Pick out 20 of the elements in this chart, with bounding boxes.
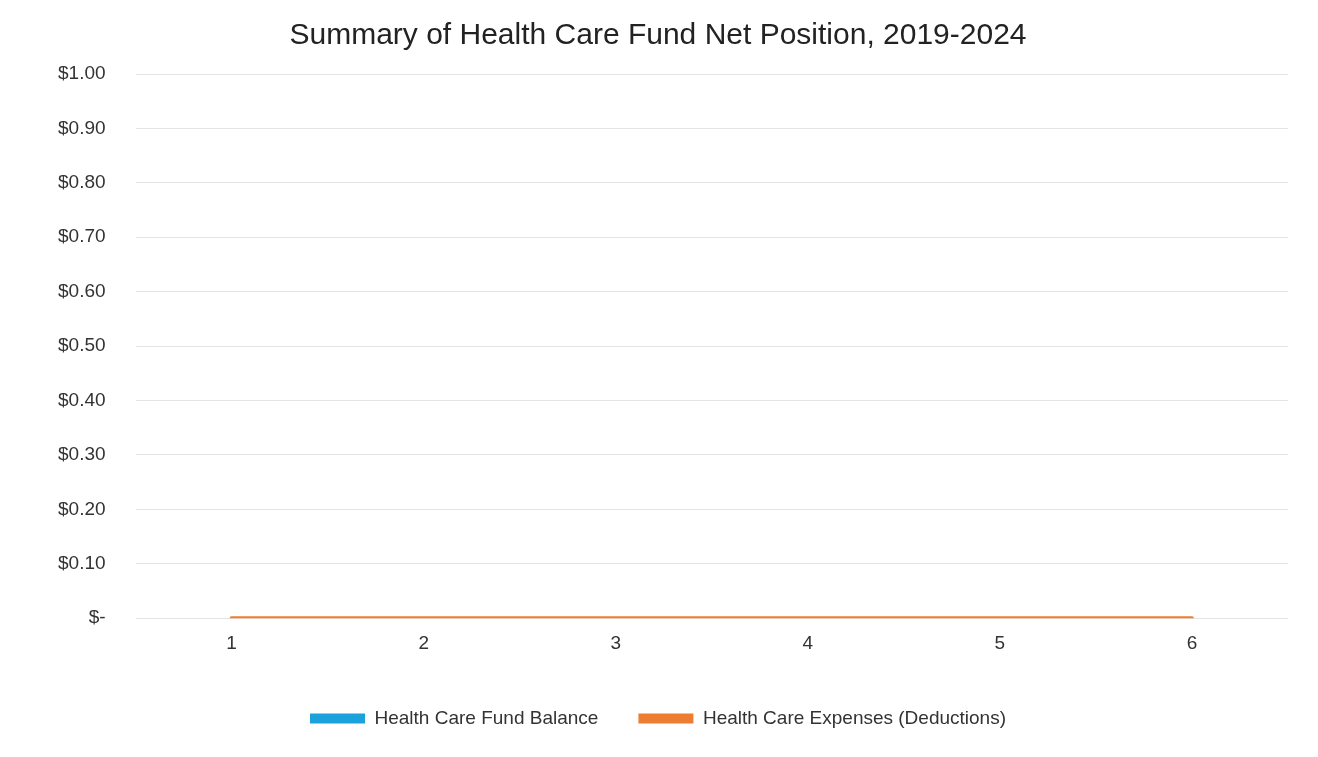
y-tick-label: $0.40 bbox=[58, 388, 106, 410]
y-tick-label: $0.20 bbox=[58, 497, 106, 519]
y-tick-label: $- bbox=[88, 606, 106, 628]
x-tick-label: 4 bbox=[802, 631, 814, 653]
x-tick-label: 1 bbox=[226, 631, 237, 653]
x-tick-label: 3 bbox=[610, 631, 622, 653]
y-tick-label: $0.50 bbox=[58, 334, 106, 356]
legend-label: Health Care Expenses (Deductions) bbox=[702, 706, 1006, 728]
x-tick-label: 5 bbox=[994, 631, 1006, 653]
x-tick-label: 2 bbox=[418, 631, 429, 653]
y-tick-label: $0.60 bbox=[58, 279, 106, 301]
y-tick-label: $0.80 bbox=[58, 171, 106, 193]
y-tick-label: $0.70 bbox=[58, 225, 106, 247]
x-tick-label: 6 bbox=[1186, 631, 1198, 653]
legend-label: Health Care Fund Balance bbox=[374, 706, 599, 728]
y-tick-label: $1.00 bbox=[58, 62, 106, 84]
y-tick-label: $0.30 bbox=[58, 443, 106, 465]
y-tick-label: $0.10 bbox=[58, 552, 106, 574]
chart-title: Summary of Health Care Fund Net Position, 2019-2024 bbox=[289, 17, 1027, 51]
y-tick-label: $0.90 bbox=[58, 116, 106, 138]
